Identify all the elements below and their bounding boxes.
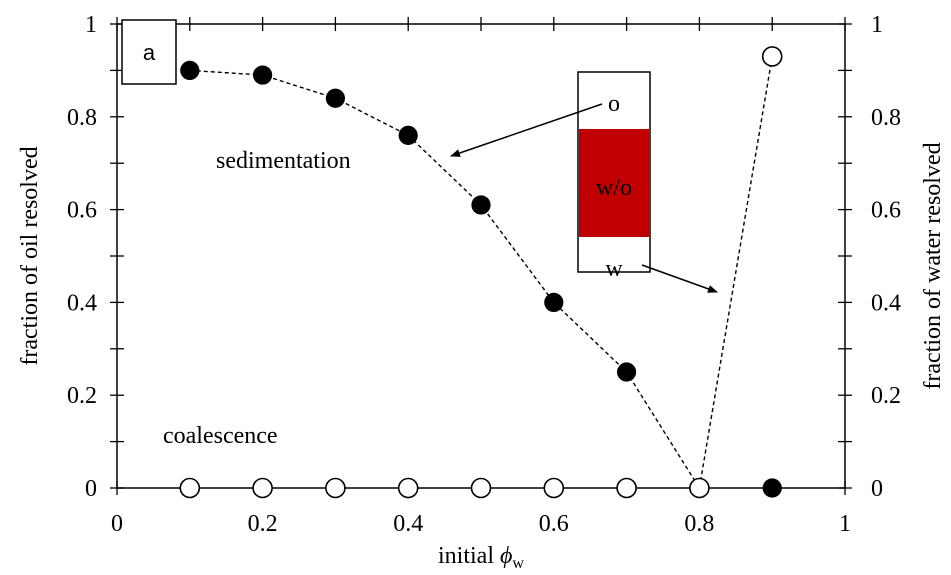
y-tick-label-left: 0.8	[67, 105, 97, 131]
y-tick-label-right: 0.2	[871, 383, 901, 409]
vial-emulsion-layer	[579, 129, 649, 237]
series-line-0	[189, 69, 700, 489]
y-tick-label-right: 0	[871, 476, 883, 502]
x-tick-label: 1	[839, 511, 851, 537]
y-tick-label-left: 0.4	[67, 290, 97, 316]
data-point-open	[252, 477, 273, 499]
vial-label-oil: o	[608, 91, 620, 117]
data-point-filled	[616, 362, 637, 382]
data-point-filled	[180, 60, 200, 81]
annotation-sedimentation: sedimentation	[216, 148, 351, 174]
series-markers	[179, 46, 783, 499]
x-axis-title-prefix: initial	[438, 543, 500, 569]
panel-label-box	[121, 19, 177, 85]
x-axis-title: initial ϕw	[438, 543, 524, 572]
arrow-oil-to-curve	[450, 103, 603, 157]
annotation-coalescence: coalescence	[163, 423, 278, 449]
x-tick-label: 0.2	[248, 511, 278, 537]
y-tick-label-left: 0.6	[67, 198, 97, 224]
y-tick-label-left: 0	[85, 476, 97, 502]
x-axis-title-subscript: w	[512, 555, 524, 572]
vial-label-water: w	[605, 256, 623, 282]
series-lines	[189, 56, 773, 489]
vial-inset: o w/o w	[577, 71, 651, 282]
y-tick-label-left: 0.2	[67, 383, 97, 409]
x-tick-label: 0.8	[684, 511, 714, 537]
y-tick-label-right: 1	[871, 12, 883, 38]
data-point-filled	[325, 88, 345, 108]
data-point-filled	[544, 292, 564, 312]
data-point-filled	[398, 125, 418, 145]
x-tick-label: 0.6	[539, 511, 569, 537]
data-point-open	[397, 477, 419, 499]
data-point-filled	[762, 478, 782, 498]
data-point-open	[689, 477, 710, 499]
x-tick-label: 0.4	[393, 511, 423, 537]
x-axis-title-symbol: ϕ	[500, 543, 512, 569]
data-point-open	[179, 477, 201, 499]
y-axis-title-right: fraction of water resolved	[920, 142, 946, 389]
tick-labels: 0 0.2 0.4 0.6 0.8 10 00.2 0.20.4 0.40.6 0.60.8 0.8…	[67, 12, 901, 537]
panel-label: a	[143, 40, 156, 65]
data-point-open	[616, 477, 637, 499]
vial-label-emulsion: w/o	[596, 175, 632, 201]
y-tick-label-right: 0.6	[871, 198, 901, 224]
y-tick-label-left: 1	[85, 12, 97, 38]
data-point-open	[325, 477, 346, 499]
data-point-open	[761, 46, 783, 67]
y-tick-label-right: 0.4	[871, 290, 901, 316]
y-tick-label-right: 0.8	[871, 105, 901, 131]
y-axis-title-left: fraction of oil resolved	[17, 146, 43, 365]
data-point-filled	[471, 195, 491, 215]
arrow-water-to-curve	[641, 264, 718, 293]
data-point-open	[543, 477, 565, 499]
data-point-open	[470, 477, 492, 499]
x-tick-label: 0	[111, 511, 123, 537]
plot-frame	[116, 23, 846, 489]
data-point-filled	[253, 65, 273, 85]
series-line-2	[698, 56, 773, 489]
